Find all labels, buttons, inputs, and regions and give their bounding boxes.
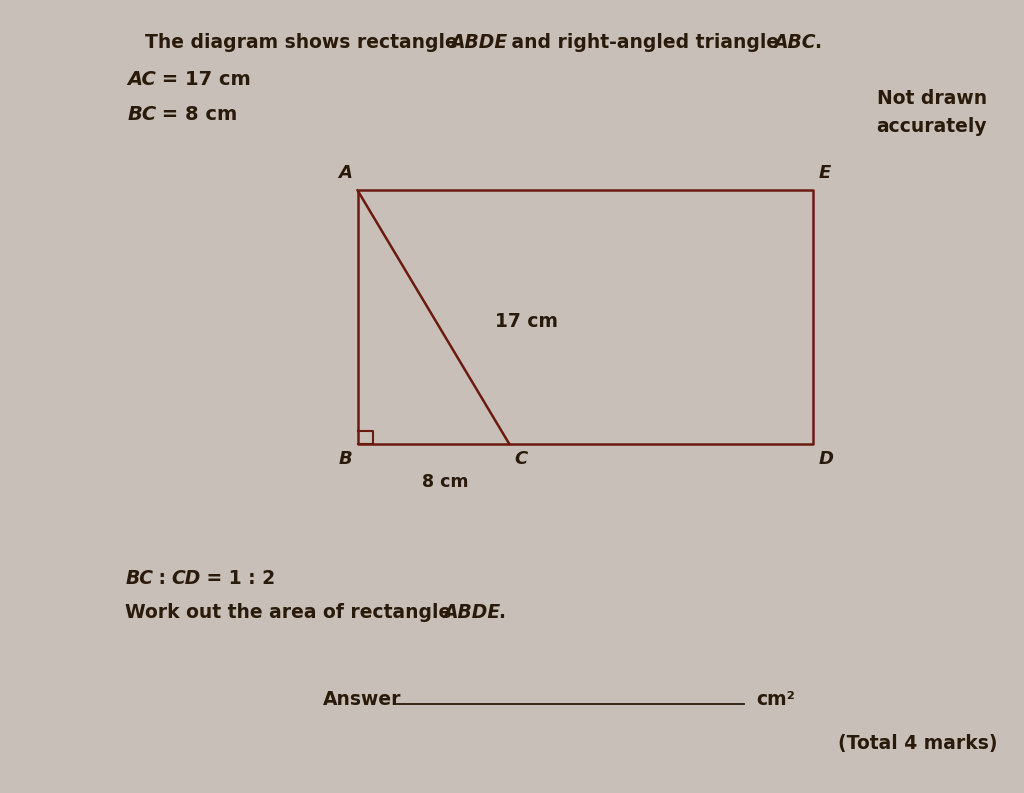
Text: AC: AC [127, 70, 156, 89]
Text: 8 cm: 8 cm [423, 473, 469, 491]
Text: 17 cm: 17 cm [495, 312, 558, 331]
Text: The diagram shows rectangle: The diagram shows rectangle [145, 33, 464, 52]
Text: (Total 4 marks): (Total 4 marks) [838, 734, 997, 753]
Text: CD: CD [172, 569, 201, 588]
Text: E: E [818, 164, 830, 182]
Text: .: . [499, 603, 506, 622]
Text: BC: BC [127, 105, 157, 124]
Text: A: A [338, 164, 352, 182]
Text: ABDE: ABDE [443, 603, 501, 622]
Text: accurately: accurately [877, 117, 987, 136]
Text: and right-angled triangle: and right-angled triangle [505, 33, 785, 52]
Text: cm²: cm² [757, 690, 795, 709]
Text: C: C [515, 450, 528, 468]
Text: Work out the area of rectangle: Work out the area of rectangle [125, 603, 458, 622]
Text: B: B [339, 450, 352, 468]
Text: = 17 cm: = 17 cm [155, 70, 251, 89]
Text: Answer: Answer [324, 690, 401, 709]
Text: BC: BC [125, 569, 154, 588]
Text: .: . [814, 33, 821, 52]
Text: D: D [818, 450, 834, 468]
Text: ABC: ABC [773, 33, 816, 52]
Text: = 8 cm: = 8 cm [156, 105, 238, 124]
Text: = 1 : 2: = 1 : 2 [200, 569, 275, 588]
Text: ABDE: ABDE [451, 33, 508, 52]
Text: Not drawn: Not drawn [877, 89, 987, 108]
Text: :: : [153, 569, 173, 588]
